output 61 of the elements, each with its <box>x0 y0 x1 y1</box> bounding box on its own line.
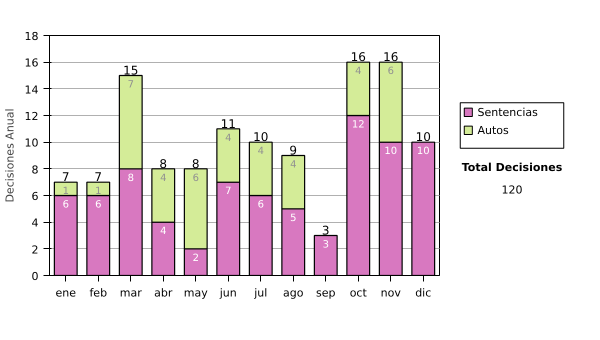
y-tick-label: 4 <box>32 216 38 230</box>
data-label: 1 <box>95 186 102 198</box>
x-tick-label: oct <box>350 286 368 300</box>
y-tick-label: 6 <box>32 190 38 203</box>
total-label: 15 <box>123 64 138 78</box>
data-label: 10 <box>384 146 398 158</box>
total-label: 7 <box>94 170 102 184</box>
y-tick-label: 0 <box>32 270 38 283</box>
data-label: 2 <box>192 252 199 264</box>
text: 120 <box>502 184 522 197</box>
total-label: 11 <box>220 116 236 131</box>
x-tick-label: jun <box>218 286 237 300</box>
total-label: 16 <box>383 50 398 64</box>
x-tick-label: feb <box>89 286 108 300</box>
x-tick-label: ago <box>283 286 304 300</box>
total-label: 10 <box>416 130 431 144</box>
data-label: 1 <box>62 186 69 198</box>
x-tick-label: abr <box>154 286 173 300</box>
total-label: 8 <box>159 156 168 171</box>
legend-label: Autos <box>478 124 510 137</box>
data-label: 4 <box>160 172 166 184</box>
y-tick-label: 12 <box>24 110 39 123</box>
y-tick-label: 18 <box>24 30 39 43</box>
legend-label: Sentencias <box>478 106 538 119</box>
y-tick-label: 8 <box>32 163 38 176</box>
x-tick-label: mar <box>120 286 142 300</box>
y-tick-label: 16 <box>24 56 39 70</box>
total-label: 16 <box>350 50 366 64</box>
total-label: 3 <box>322 224 330 238</box>
x-tick-label: nov <box>380 286 402 300</box>
data-label: 4 <box>355 66 362 78</box>
data-label: 4 <box>290 160 296 170</box>
y-tick-label: 2 <box>32 243 38 256</box>
data-label: 4 <box>258 146 264 158</box>
data-label: 7 <box>128 80 134 90</box>
data-label: 6 <box>62 200 69 210</box>
data-label: 6 <box>388 66 394 78</box>
text: Total Decisiones <box>462 161 563 174</box>
y-axis-title: Decisiones Anual <box>4 108 17 203</box>
total-label: 7 <box>62 170 70 184</box>
data-label: 6 <box>95 200 102 210</box>
data-label: 4 <box>160 226 166 238</box>
data-label: 12 <box>352 120 365 130</box>
x-tick-label: ene <box>55 286 76 300</box>
x-tick-label: jul <box>253 286 268 300</box>
data-label: 5 <box>290 212 296 224</box>
y-tick-label: 10 <box>24 136 39 150</box>
data-label: 8 <box>128 172 134 184</box>
x-tick-label: dic <box>415 286 432 300</box>
total-label: 8 <box>192 156 200 171</box>
total-label: 10 <box>253 130 268 144</box>
data-label: 6 <box>258 200 264 210</box>
data-label: 3 <box>322 240 329 250</box>
y-tick-label: 14 <box>24 83 39 96</box>
x-tick-label: sep <box>316 286 336 300</box>
data-label: 6 <box>192 172 199 184</box>
data-label: 4 <box>225 132 232 144</box>
total-label: 9 <box>289 144 298 158</box>
x-tick-label: may <box>184 286 208 300</box>
data-label: 7 <box>225 186 232 198</box>
data-label: 10 <box>416 146 430 158</box>
